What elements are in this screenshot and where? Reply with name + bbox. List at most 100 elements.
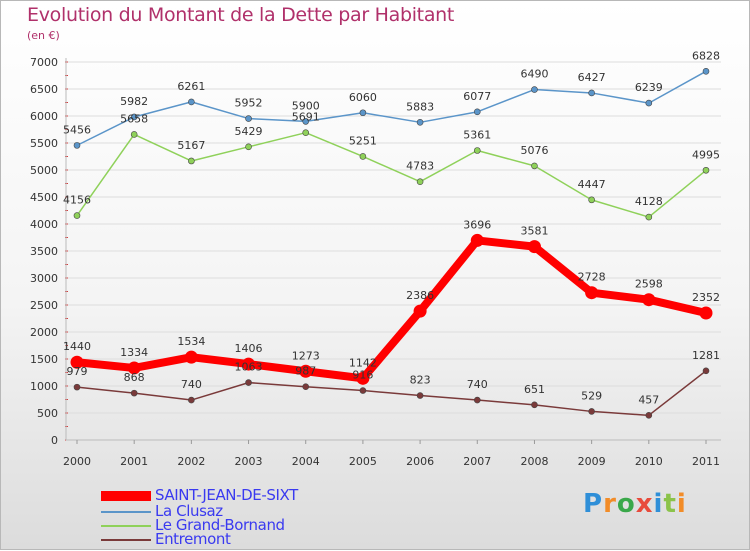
y-tick-label: 2000 <box>30 326 58 339</box>
series-line-entremont <box>76 370 707 417</box>
data-point <box>416 178 424 186</box>
x-tick-label: 2002 <box>177 455 205 468</box>
data-label: 4156 <box>63 194 91 207</box>
legend-swatch <box>101 511 151 513</box>
data-point <box>702 367 710 375</box>
data-point <box>359 109 367 117</box>
series-line-saint-jean-de-sixt <box>73 236 710 383</box>
data-label: 1281 <box>692 349 720 362</box>
series-line-la-clusaz <box>76 70 707 147</box>
data-label: 3696 <box>463 218 491 231</box>
y-tick-label: 4000 <box>30 218 58 231</box>
data-label: 987 <box>295 365 316 378</box>
data-point <box>527 240 541 254</box>
data-label: 868 <box>124 371 145 384</box>
data-label: 5076 <box>520 144 548 157</box>
logo-letter: t <box>663 489 677 519</box>
data-label: 2728 <box>578 271 606 284</box>
x-tick-label: 2011 <box>692 455 720 468</box>
data-label: 979 <box>67 365 88 378</box>
data-label: 5982 <box>120 95 148 108</box>
data-point <box>531 86 538 93</box>
chart-title: Evolution du Montant de la Dette par Hab… <box>27 4 455 26</box>
data-point <box>473 147 481 154</box>
data-label: 6077 <box>463 90 491 103</box>
x-tick-label: 2010 <box>635 455 663 468</box>
logo-letter: r <box>603 489 617 519</box>
y-tick-label: 6500 <box>30 83 58 96</box>
data-label: 5900 <box>292 99 320 112</box>
data-label: 6828 <box>692 49 720 62</box>
data-label: 1142 <box>349 356 377 369</box>
data-label: 6060 <box>349 91 377 104</box>
y-tick-label: 5000 <box>30 164 58 177</box>
data-point <box>645 412 653 419</box>
data-label: 457 <box>638 393 659 406</box>
data-point <box>73 142 81 149</box>
data-point <box>359 387 367 394</box>
data-point <box>184 350 198 364</box>
legend-label: SAINT-JEAN-DE-SIXT <box>155 486 298 504</box>
data-point <box>473 396 481 404</box>
data-point <box>642 293 656 307</box>
logo-letter: x <box>635 489 654 519</box>
data-point <box>416 392 424 399</box>
data-label: 823 <box>410 374 431 387</box>
data-point <box>473 108 481 116</box>
data-point <box>645 213 653 221</box>
logo-letter: i <box>653 489 664 519</box>
x-tick-label: 2009 <box>578 455 606 468</box>
data-label: 5361 <box>463 129 491 142</box>
data-point <box>302 118 310 125</box>
data-label: 1063 <box>235 361 263 374</box>
data-point <box>188 396 195 404</box>
x-tick-label: 2007 <box>463 455 491 468</box>
data-label: 6261 <box>177 80 205 93</box>
data-point <box>531 162 538 170</box>
data-label: 1534 <box>177 335 205 348</box>
x-tick-label: 2001 <box>120 455 148 468</box>
data-label: 4783 <box>406 160 434 173</box>
legend-swatch <box>101 525 151 527</box>
y-tick-label: 5500 <box>30 137 58 150</box>
data-label: 6239 <box>635 81 663 94</box>
data-point <box>416 119 424 126</box>
legend-label: La Clusaz <box>155 502 223 520</box>
legend-label: Entremont <box>155 530 231 548</box>
data-point <box>73 212 81 219</box>
data-point <box>245 143 252 151</box>
data-label: 916 <box>352 369 373 382</box>
data-label: 5456 <box>63 123 91 136</box>
data-label: 529 <box>581 389 602 402</box>
data-label: 1273 <box>292 349 320 362</box>
data-label: 1334 <box>120 346 148 359</box>
y-tick-label: 1000 <box>30 380 58 393</box>
legend-swatch <box>101 539 151 541</box>
data-point <box>245 379 252 386</box>
legend-label: Le Grand-Bornand <box>155 516 285 534</box>
y-tick-label: 7000 <box>30 56 58 69</box>
data-point <box>302 383 310 391</box>
data-point <box>130 389 138 397</box>
y-tick-label: 0 <box>51 434 58 447</box>
y-tick-label: 500 <box>37 407 58 420</box>
data-label: 6427 <box>578 71 606 84</box>
data-label: 5429 <box>235 125 263 138</box>
data-point <box>299 364 313 378</box>
data-label: 1406 <box>235 342 263 355</box>
data-point <box>127 361 141 375</box>
data-point <box>588 89 595 97</box>
data-point <box>302 129 310 136</box>
x-tick-label: 2006 <box>406 455 434 468</box>
x-tick-label: 2004 <box>292 455 320 468</box>
data-label: 4995 <box>692 148 720 161</box>
data-point <box>645 99 653 107</box>
proxiti-logo: Proxiti <box>583 489 687 519</box>
data-label: 5167 <box>177 139 205 152</box>
y-tick-label: 4500 <box>30 191 58 204</box>
x-tick-label: 2000 <box>63 455 91 468</box>
data-point <box>531 401 538 409</box>
data-label: 1440 <box>63 340 91 353</box>
